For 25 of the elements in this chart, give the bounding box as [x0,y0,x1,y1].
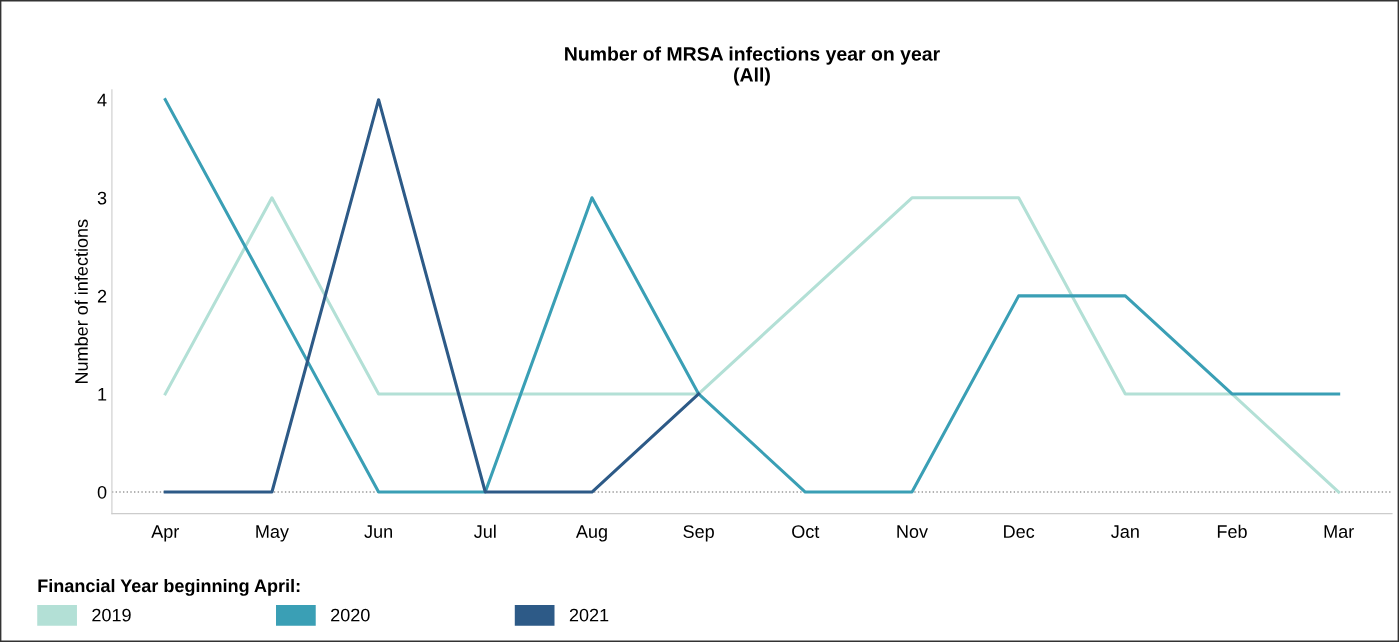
x-tick-label: Jan [1111,525,1139,538]
line-series [163,196,1341,494]
legend-label: 2020 [331,608,370,622]
y-tick-label: 2 [97,289,107,303]
legend-label: 2019 [92,608,131,622]
legend-title: Financial Year beginning April: [38,578,300,596]
x-tick-label: Aug [575,525,607,542]
x-tick-label: Mar [1324,525,1354,538]
y-tick-label: 4 [97,93,107,107]
y-axis-title: Number of infections [74,219,88,384]
x-tick-label: Nov [897,525,928,538]
line-series [163,98,1341,494]
chart-title: Number of MRSA infections year on year (All) [565,46,940,86]
x-tick-label: Jun [364,525,392,538]
legend-label: 2021 [569,608,609,622]
x-tick-label: Dec [1004,525,1035,538]
y-tick-label: 0 [97,485,107,499]
x-tick-label: May [256,525,289,542]
x-tick-label: Feb [1217,524,1247,538]
y-tick-label: 3 [97,191,107,205]
x-tick-label: Apr [151,525,180,542]
y-tick-label: 1 [98,388,107,401]
x-tick-label: Sep [683,525,714,542]
x-tick-label: Jul [474,524,496,538]
x-tick-label: Oct [792,525,820,538]
